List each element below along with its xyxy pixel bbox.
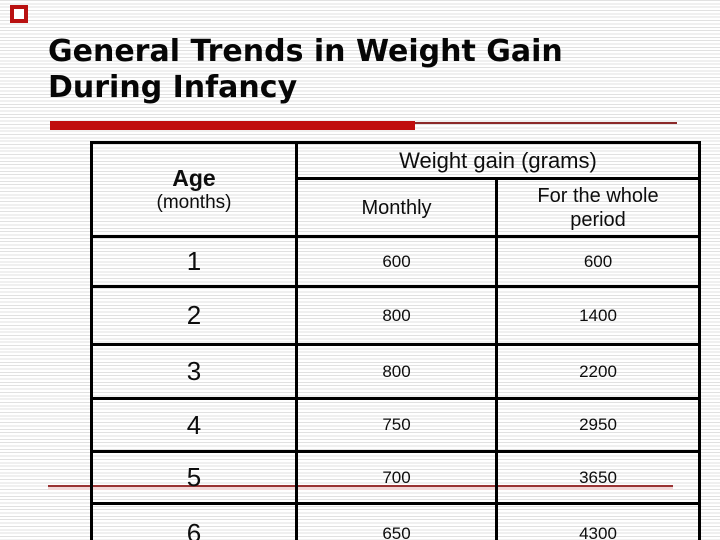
whole-period-cell: 3650 [494, 450, 702, 505]
table-row: 6 650 4300 [90, 502, 702, 540]
age-cell: 1 [90, 235, 298, 288]
whole-period-header-label: For the whole period [537, 184, 659, 231]
age-cell: 2 [90, 285, 298, 346]
monthly-cell: 650 [295, 502, 498, 540]
monthly-cell: 800 [295, 285, 498, 346]
whole-period-cell: 2200 [494, 343, 702, 400]
table-row: 2 800 1400 [90, 285, 702, 346]
title-underline-thin-line [415, 122, 677, 124]
monthly-cell: 700 [295, 450, 498, 505]
table-header-row-sub: Monthly For the whole period [92, 177, 702, 238]
monthly-header-cell: Monthly [295, 177, 498, 238]
whole-period-cell: 4300 [494, 502, 702, 540]
monthly-cell: 600 [295, 235, 498, 288]
template-corner-square-icon [10, 5, 28, 23]
slide-title-line-1: General Trends in Weight Gain [48, 34, 563, 69]
table-row: 1 600 600 [90, 235, 702, 288]
weight-gain-group-header-cell: Weight gain (grams) [294, 141, 702, 180]
age-cell: 5 [90, 450, 298, 505]
slide-title-line-2: During Infancy [48, 70, 298, 105]
whole-period-cell: 2950 [494, 397, 702, 453]
age-cell: 6 [90, 502, 298, 540]
whole-period-cell: 1400 [494, 285, 702, 346]
table-row: 4 750 2950 [90, 397, 702, 453]
weight-gain-table: Age (months) Weight gain (grams) Monthly… [90, 141, 704, 540]
age-header-label: Age [172, 164, 216, 191]
age-cell: 3 [90, 343, 298, 400]
table-row: 5 700 3650 [90, 450, 702, 505]
whole-period-header-cell: For the whole period [494, 177, 702, 238]
monthly-cell: 800 [295, 343, 498, 400]
table-row: 3 800 2200 [90, 343, 702, 400]
whole-period-cell: 600 [494, 235, 702, 288]
slide-title: General Trends in Weight Gain During Inf… [48, 34, 563, 106]
title-underline-bar [50, 121, 415, 130]
monthly-cell: 750 [295, 397, 498, 453]
age-header-cell: Age (months) [90, 141, 298, 238]
age-cell: 4 [90, 397, 298, 453]
age-subheader-label: (months) [156, 191, 232, 213]
table-header-row-group: Age (months) Weight gain (grams) [90, 141, 702, 238]
